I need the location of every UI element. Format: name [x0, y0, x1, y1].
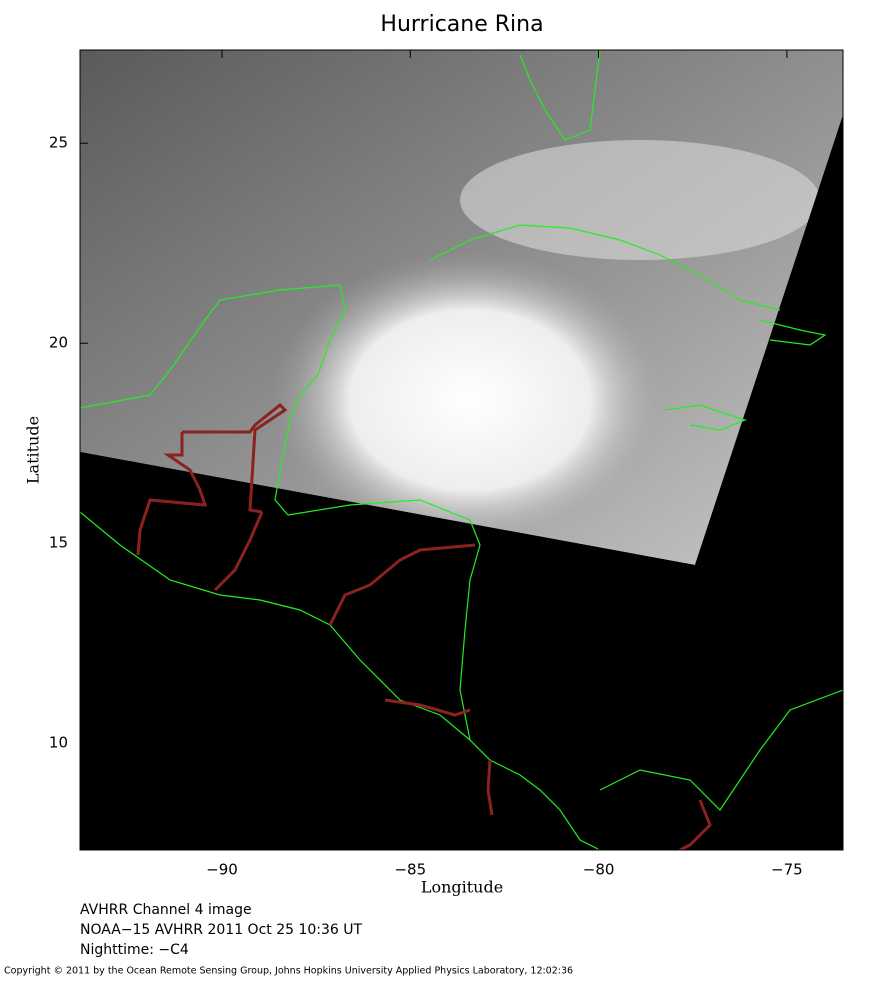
map-title: Hurricane Rina: [380, 12, 543, 37]
note-line: Nighttime: −C4: [80, 942, 189, 958]
y-axis-label: Latitude: [24, 416, 43, 484]
x-tick-label: −90: [206, 861, 238, 879]
x-tick-label: −85: [394, 861, 426, 879]
plot-frame: [79, 49, 844, 851]
y-tick-label: 15: [49, 534, 68, 552]
y-tick-label: 25: [49, 134, 68, 152]
x-axis-label: Longitude: [421, 878, 503, 897]
y-tick-label: 10: [49, 734, 68, 752]
night-area: [80, 115, 843, 850]
hurricane-cloud: [270, 250, 670, 550]
cloud-band: [460, 140, 820, 260]
coastlines: [80, 50, 843, 850]
borders: [136, 402, 712, 850]
note-line: NOAA−15 AVHRR 2011 Oct 25 10:36 UT: [80, 922, 363, 938]
x-tick-label: −75: [771, 861, 803, 879]
y-tick-label: 20: [49, 334, 68, 352]
satellite-image: [80, 50, 843, 850]
note-line: AVHRR Channel 4 image: [80, 902, 252, 918]
copyright: Copyright © 2011 by the Ocean Remote Sen…: [4, 966, 573, 977]
x-tick-label: −80: [583, 861, 615, 879]
